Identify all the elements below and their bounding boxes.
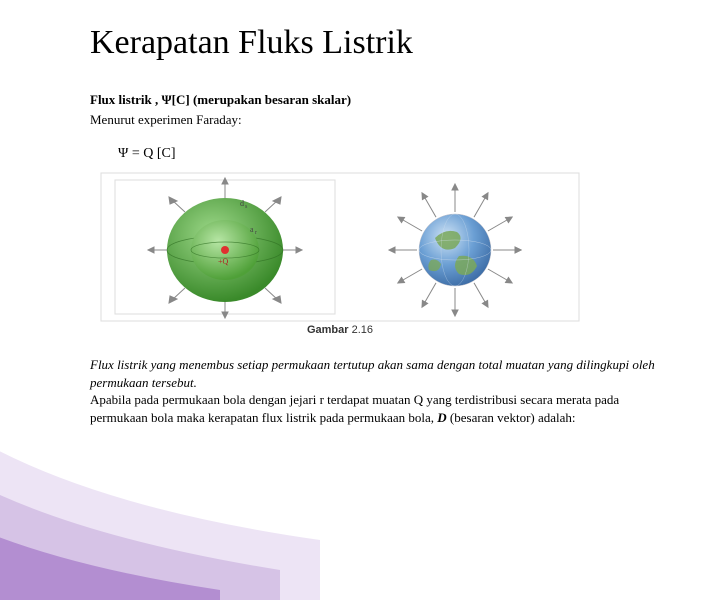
svg-text:d: d <box>240 199 244 208</box>
flux-theorem-statement: Flux listrik yang menembus setiap permuk… <box>90 357 655 390</box>
concentric-spheres-diagram: +Q ds ar <box>148 178 302 318</box>
vector-D: D <box>437 410 446 425</box>
figure-svg: +Q ds ar <box>100 172 580 322</box>
slide-content: Kerapatan Fluks Listrik Flux listrik , Ψ… <box>0 0 720 446</box>
figure-container: +Q ds ar <box>100 172 580 322</box>
explanation-paragraph: Flux listrik yang menembus setiap permuk… <box>90 356 660 426</box>
figure-caption: Gambar 2.16 <box>100 324 580 336</box>
formula-psi-q: Ψ = Q [C] <box>118 146 660 162</box>
flux-definition: Flux listrik , Ψ[C] (merupakan besaran s… <box>90 92 660 108</box>
svg-text:r: r <box>255 230 257 236</box>
explanation-part2: (besaran vektor) adalah: <box>447 410 576 425</box>
faraday-intro: Menurut experimen Faraday: <box>90 112 660 128</box>
svg-text:+Q: +Q <box>218 257 229 266</box>
slide-title: Kerapatan Fluks Listrik <box>90 24 660 62</box>
earth-field-diagram <box>389 184 521 316</box>
svg-text:a: a <box>250 225 254 234</box>
